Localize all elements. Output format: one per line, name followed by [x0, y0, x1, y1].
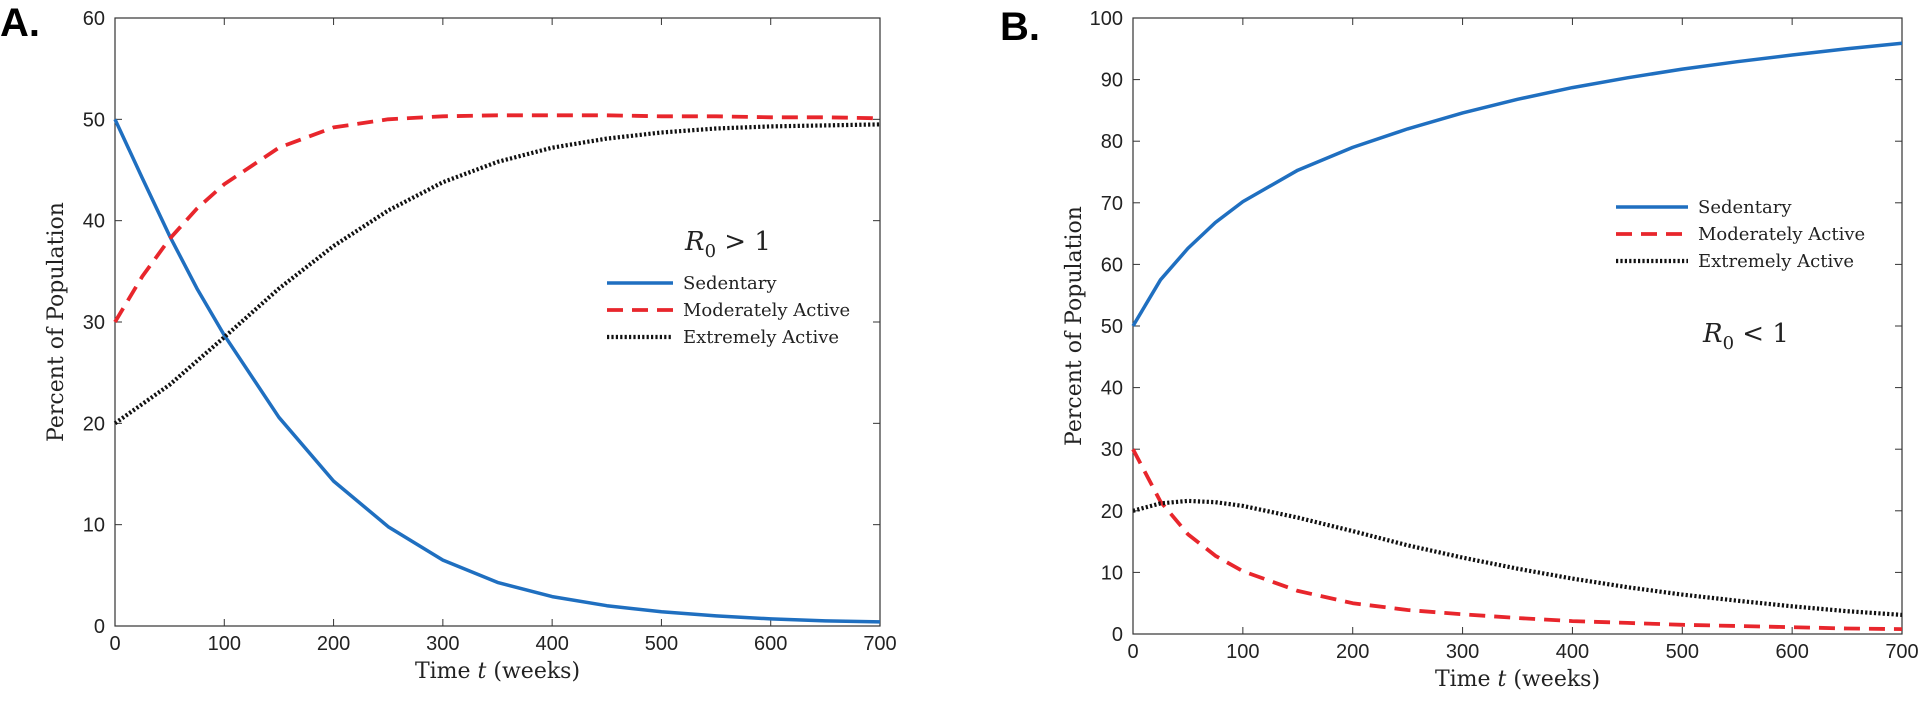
x-tick-label: 700	[863, 633, 896, 655]
plot-frame	[114, 17, 881, 627]
series-line-sedentary	[1131, 41, 1903, 327]
legend-label: Sedentary	[683, 273, 777, 294]
x-tick-label: 600	[754, 633, 787, 655]
panel-a: A. 0 100 200 300 400 500 600 700 0 10 20 30 40 50 60 Tim…	[0, 1, 897, 684]
y-tick-label: 40	[1101, 378, 1123, 400]
series-line-moderately-active	[1131, 448, 1903, 631]
x-tick-label: 500	[1666, 641, 1699, 663]
y-tick-label: 50	[1101, 316, 1123, 338]
x-tick-label: 0	[109, 633, 120, 655]
y-tick-label: 10	[83, 515, 105, 537]
x-axis-label: Time t (weeks)	[415, 659, 580, 684]
x-tick-label: 0	[1127, 641, 1138, 663]
r0-annotation: R0 < 1	[1702, 319, 1789, 354]
x-tick-label: 200	[317, 633, 350, 655]
x-tick-label: 300	[1446, 641, 1479, 663]
y-tick-label: 0	[94, 616, 105, 638]
panel-b: B. 0 100 200 300 400 500 600 700 0 10 20 30 40 50 60 70 8…	[1000, 5, 1919, 692]
series-line-moderately-active	[113, 113, 881, 323]
y-tick-label: 60	[1101, 254, 1123, 276]
y-axis-label: Percent of Population	[44, 202, 69, 442]
y-tick-label: 20	[1101, 501, 1123, 523]
y-tick-label: 60	[83, 8, 105, 30]
x-tick-label: 100	[208, 633, 241, 655]
r0-annotation: R0 > 1	[684, 227, 771, 262]
panel-letter: A.	[0, 1, 40, 45]
y-tick-label: 50	[83, 109, 105, 131]
series-line-sedentary	[113, 118, 881, 624]
x-tick-label: 200	[1336, 641, 1369, 663]
y-tick-label: 70	[1101, 193, 1123, 215]
y-tick-label: 30	[1101, 439, 1123, 461]
y-axis-label: Percent of Population	[1062, 206, 1087, 446]
series-line-extremely-active	[1132, 498, 1903, 617]
panel-letter: B.	[1000, 5, 1040, 49]
y-tick-label: 0	[1112, 624, 1123, 646]
y-tick-label: 40	[83, 211, 105, 233]
legend: Sedentary Moderately Active Extremely Acti…	[607, 273, 850, 348]
series-line-extremely-active	[113, 122, 881, 426]
x-tick-label: 700	[1885, 641, 1918, 663]
y-tick-label: 10	[1101, 562, 1123, 584]
legend-label: Moderately Active	[1698, 224, 1865, 245]
x-axis-label: Time t (weeks)	[1435, 667, 1600, 692]
x-tick-label: 100	[1226, 641, 1259, 663]
y-tick-label: 80	[1101, 131, 1123, 153]
legend-label: Moderately Active	[683, 300, 850, 321]
y-tick-label: 90	[1101, 70, 1123, 92]
legend: Sedentary Moderately Active Extremely Acti…	[1616, 197, 1865, 272]
legend-label: Extremely Active	[1698, 251, 1854, 272]
y-tick-label: 30	[83, 312, 105, 334]
x-tick-label: 500	[645, 633, 678, 655]
y-tick-label: 20	[83, 413, 105, 435]
x-tick-label: 400	[535, 633, 568, 655]
x-tick-label: 600	[1775, 641, 1808, 663]
x-tick-label: 400	[1556, 641, 1589, 663]
legend-label: Sedentary	[1698, 197, 1792, 218]
legend-label: Extremely Active	[683, 327, 839, 348]
y-tick-label: 100	[1090, 8, 1123, 30]
x-tick-label: 300	[426, 633, 459, 655]
